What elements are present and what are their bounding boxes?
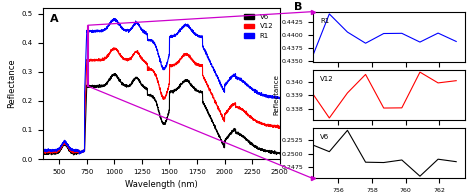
- Text: B: B: [294, 2, 302, 12]
- X-axis label: Wavelength (nm): Wavelength (nm): [125, 180, 198, 189]
- Text: V6: V6: [320, 134, 330, 140]
- Text: R1: R1: [320, 18, 330, 24]
- Text: V12: V12: [320, 76, 334, 82]
- Y-axis label: Reflectance: Reflectance: [7, 59, 16, 108]
- Text: A: A: [50, 14, 58, 24]
- Legend: V6, V12, R1: V6, V12, R1: [241, 11, 276, 42]
- Y-axis label: Reflectance: Reflectance: [273, 75, 280, 115]
